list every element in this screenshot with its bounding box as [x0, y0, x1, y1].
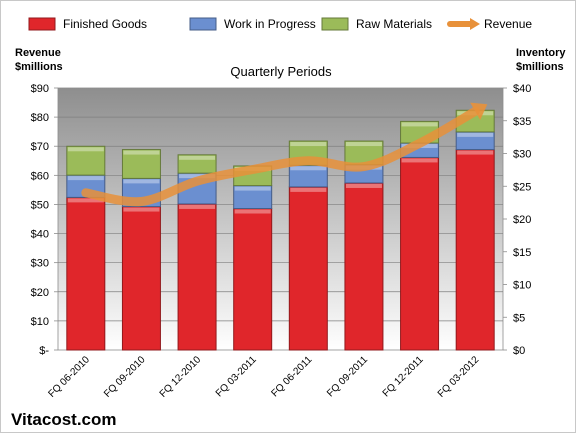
revenue-line [81, 106, 480, 207]
bar-segment-highlight [123, 179, 160, 184]
legend-label: Revenue [484, 17, 532, 31]
right-tick-label: $30 [513, 149, 531, 161]
right-tick-label: $15 [513, 247, 531, 259]
bar-segment-finished-goods [455, 149, 495, 351]
bar-segment-highlight [290, 142, 327, 147]
bar-segment-highlight [179, 174, 216, 179]
bar-segment-highlight [179, 155, 216, 160]
bar-segment-highlight [457, 150, 494, 155]
bar-segment-highlight [123, 207, 160, 212]
x-tick-label: FQ 06-2011 [269, 354, 314, 399]
bar-segment-finished-goods [400, 156, 440, 351]
right-axis-title-line1: Inventory [516, 47, 566, 59]
left-axis-title-line2: $millions [15, 61, 63, 73]
legend-label: Work in Progress [224, 17, 316, 31]
legend-swatch-arrowhead [470, 18, 480, 30]
left-tick-label: $40 [31, 229, 49, 241]
bar-segment-finished-goods [288, 186, 328, 351]
right-tick-label: $25 [513, 181, 531, 193]
x-tick-label: FQ 12-2011 [381, 354, 426, 399]
bar-segment-highlight [179, 204, 216, 209]
bar-segment-highlight [401, 122, 438, 127]
x-tick-label: FQ 06-2010 [46, 354, 92, 400]
bar-segment-highlight [290, 166, 327, 171]
left-tick-label: $20 [31, 287, 49, 299]
legend-swatch-work-in-progress [189, 17, 217, 31]
legend-swatch-raw-materials [321, 17, 349, 31]
left-tick-label: $90 [31, 83, 49, 95]
left-tick-label: $80 [31, 112, 49, 124]
x-tick-label: FQ 12-2010 [158, 354, 204, 400]
left-tick-label: $10 [31, 316, 49, 328]
bar-segment-highlight [67, 147, 104, 152]
left-tick-label: $- [39, 345, 49, 357]
right-tick-label: $20 [513, 214, 531, 226]
legend: Finished Goods Work in Progress Raw Materi… [28, 17, 532, 31]
bar-segment-highlight [67, 176, 104, 181]
bar-segment-finished-goods [233, 208, 273, 351]
legend-swatch-finished-goods [28, 17, 56, 31]
right-tick-label: $0 [513, 345, 525, 357]
right-tick-label: $35 [513, 116, 531, 128]
bar-segment-finished-goods [66, 196, 106, 351]
right-axis-title-line2: $millions [516, 61, 564, 73]
left-tick-label: $60 [31, 170, 49, 182]
bar-segment-highlight [67, 198, 104, 203]
revenue-arrowhead [470, 102, 488, 120]
x-tick-label: FQ 03-2012 [436, 354, 482, 400]
bar-segment-highlight [457, 132, 494, 137]
revenue-line-layer [81, 102, 488, 207]
left-axis-title-line1: Revenue [15, 47, 61, 59]
right-tick-label: $40 [513, 83, 531, 95]
bar-segment-highlight [234, 209, 271, 214]
x-tick-label: FQ 09-2011 [325, 354, 370, 399]
bar-segment-finished-goods [121, 206, 161, 351]
brand-label: Vitacost.com [11, 410, 117, 429]
bar-segment-finished-goods [177, 203, 217, 351]
x-tick-label: FQ 09-2010 [102, 354, 148, 400]
legend-label: Finished Goods [63, 17, 147, 31]
bar-segment-highlight [234, 186, 271, 191]
bar-segment-highlight [290, 187, 327, 192]
bar-segment-highlight [123, 150, 160, 155]
bar-segment-highlight [401, 158, 438, 163]
legend-label: Raw Materials [356, 17, 432, 31]
x-tick-label: FQ 03-2011 [214, 354, 259, 399]
bar-segment-highlight [345, 142, 382, 147]
left-tick-label: $50 [31, 199, 49, 211]
bar-segment-finished-goods [344, 182, 384, 351]
left-tick-label: $30 [31, 258, 49, 270]
right-tick-label: $10 [513, 280, 531, 292]
bar-segment-highlight [345, 183, 382, 188]
chart-title: Quarterly Periods [230, 64, 332, 79]
right-tick-label: $5 [513, 312, 525, 324]
left-tick-label: $70 [31, 141, 49, 153]
